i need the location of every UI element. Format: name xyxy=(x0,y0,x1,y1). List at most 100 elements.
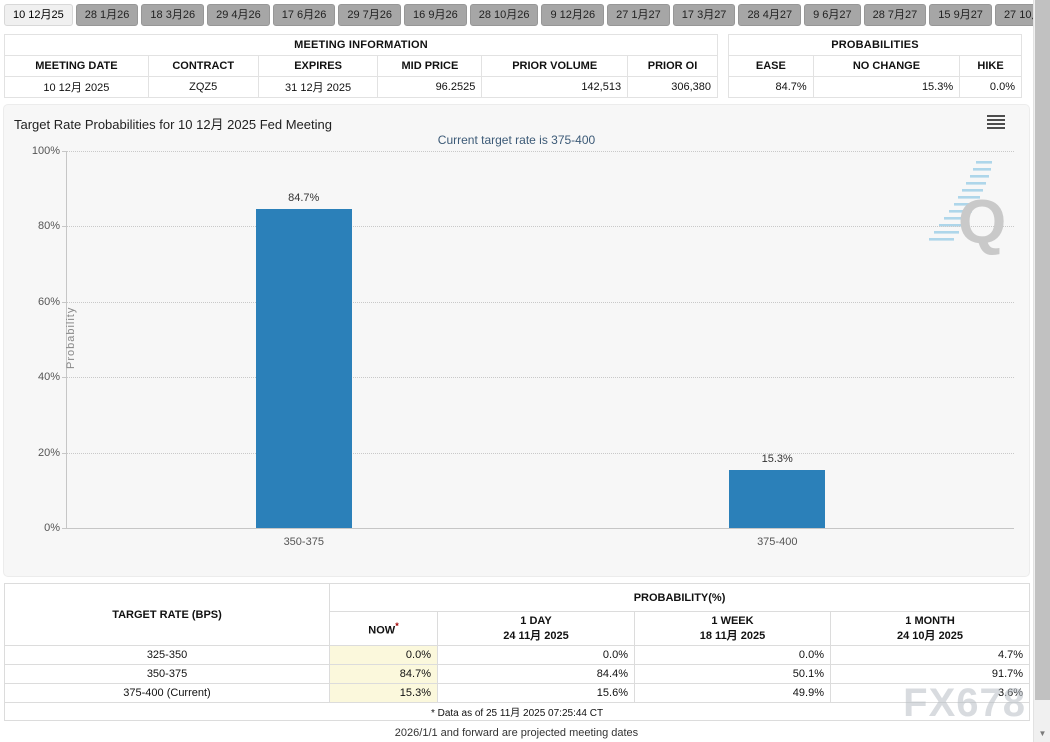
header-1-month: 1 MONTH 24 10月 2025 xyxy=(829,611,1031,646)
probability-cell: 15.3% xyxy=(329,683,438,703)
tab-meeting-3[interactable]: 29 4月26 xyxy=(207,4,270,26)
y-tick-label: 60% xyxy=(37,295,60,308)
col-ease: EASE xyxy=(728,55,814,77)
tab-meeting-14[interactable]: 15 9月27 xyxy=(929,4,992,26)
tab-meeting-0[interactable]: 10 12月25 xyxy=(4,4,73,26)
col-prior-oi: PRIOR OI xyxy=(627,55,718,77)
scrollbar-thumb[interactable] xyxy=(1035,0,1050,700)
y-tick-label: 80% xyxy=(37,220,60,233)
gridline xyxy=(67,452,1014,454)
mid-price-value: 96.2525 xyxy=(377,76,483,98)
tab-meeting-8[interactable]: 9 12月26 xyxy=(541,4,605,26)
tab-meeting-9[interactable]: 27 1月27 xyxy=(607,4,670,26)
projected-dates-note: 2026/1/1 and forward are projected meeti… xyxy=(394,727,639,739)
col-prior-volume: PRIOR VOLUME xyxy=(481,55,629,77)
quikstrike-logo-watermark: Q xyxy=(929,161,1006,257)
bar-350-375[interactable] xyxy=(255,208,352,528)
probability-cell: 0.0% xyxy=(437,645,635,665)
rate-probability-table: TARGET RATE (BPS) PROBABILITY(%) NOW* 1 … xyxy=(3,583,1031,721)
rate-row-350-375: 350-375 84.7% 84.4% 50.1% 91.7% xyxy=(4,664,1031,684)
col-contract: CONTRACT xyxy=(147,55,259,77)
col-mid-price: MID PRICE xyxy=(377,55,483,77)
prior-oi-value: 306,380 xyxy=(627,76,718,98)
prior-volume-value: 142,513 xyxy=(481,76,629,98)
header-target-rate: TARGET RATE (BPS) xyxy=(4,583,330,646)
rate-table-body: 325-350 0.0% 0.0% 0.0% 4.7% 350-375 84.7% 84.4%… xyxy=(4,645,1031,703)
header-now: NOW* xyxy=(329,611,438,646)
tab-meeting-11[interactable]: 28 4月27 xyxy=(738,4,802,26)
info-tables-row: MEETING INFORMATION MEETING DATE CONTRAC… xyxy=(4,34,1022,98)
target-rate-cell: 375-400 (Current) xyxy=(4,683,330,703)
target-rate-chart-panel: Target Rate Probabilities for 10 12月 202… xyxy=(3,104,1030,613)
meeting-tabs: 10 12月25 28 1月26 18 3月26 29 4月26 17 6月26 29 7… xyxy=(4,4,1050,28)
probability-cell: 0.0% xyxy=(634,645,831,665)
x-tick-label: 375-400 xyxy=(757,536,798,548)
rate-row-375-400 (Current): 375-400 (Current) 15.3% 15.6% 49.9% 3.6% xyxy=(4,683,1031,703)
probability-cell: 49.9% xyxy=(634,683,831,703)
scrollbar-down-arrow-icon[interactable]: ▼ xyxy=(1038,729,1047,738)
chart-subtitle: Current target rate is 375-400 xyxy=(437,133,596,147)
y-tick-mark xyxy=(62,377,67,379)
rate-row-325-350: 325-350 0.0% 0.0% 0.0% 4.7% xyxy=(4,645,1031,665)
col-expires: EXPIRES xyxy=(257,55,379,77)
probability-cell: 91.7% xyxy=(829,664,1031,684)
probability-cell: 84.7% xyxy=(329,664,438,684)
chart-title: Target Rate Probabilities for 10 12月 202… xyxy=(14,117,332,132)
probability-cell: 4.7% xyxy=(829,645,1031,665)
meeting-info-table: MEETING INFORMATION MEETING DATE CONTRAC… xyxy=(4,34,718,98)
probability-cell: 84.4% xyxy=(437,664,635,684)
y-axis-title: Probability xyxy=(65,306,77,369)
header-1-week: 1 WEEK 18 11月 2025 xyxy=(634,611,831,646)
meeting-info-header-row: MEETING DATE CONTRACT EXPIRES MID PRICE … xyxy=(4,55,718,77)
header-probability-group: PROBABILITY(%) xyxy=(328,583,1031,612)
expires-value: 31 12月 2025 xyxy=(257,76,379,98)
col-no-change: NO CHANGE xyxy=(812,55,961,77)
probabilities-table: PROBABILITIES EASE NO CHANGE HIKE 84.7% … xyxy=(728,34,1022,98)
bar-value-label: 84.7% xyxy=(288,191,320,204)
meeting-info-value-row: 10 12月 2025 ZQZ5 31 12月 2025 96.2525 142… xyxy=(4,76,718,98)
header-1-day: 1 DAY 24 11月 2025 xyxy=(437,611,635,646)
probability-cell: 50.1% xyxy=(634,664,831,684)
y-tick-mark xyxy=(62,226,67,228)
tab-meeting-2[interactable]: 18 3月26 xyxy=(141,4,205,26)
vertical-scrollbar[interactable]: ▼ xyxy=(1033,0,1050,742)
y-tick-label: 40% xyxy=(37,371,60,384)
y-tick-mark xyxy=(62,151,67,152)
probability-cell: 15.6% xyxy=(437,683,635,703)
meeting-info-title: MEETING INFORMATION xyxy=(4,34,718,56)
chart-menu-hamburger-icon[interactable] xyxy=(987,115,1005,130)
bar-375-400[interactable] xyxy=(729,470,826,528)
tab-meeting-7[interactable]: 28 10月26 xyxy=(469,4,539,26)
probabilities-value-row: 84.7% 15.3% 0.0% xyxy=(728,76,1022,98)
contract-value: ZQZ5 xyxy=(147,76,259,98)
target-rate-cell: 350-375 xyxy=(4,664,330,684)
q-letter: Q xyxy=(958,188,1006,257)
x-tick-label: 350-375 xyxy=(283,536,324,548)
col-hike: HIKE xyxy=(959,55,1022,77)
target-rate-cell: 325-350 xyxy=(4,645,330,665)
y-tick-label: 20% xyxy=(37,446,60,459)
meeting-date-value: 10 12月 2025 xyxy=(4,76,149,98)
tab-meeting-6[interactable]: 16 9月26 xyxy=(404,4,467,26)
y-tick-mark xyxy=(62,452,67,454)
hike-value: 0.0% xyxy=(959,76,1022,98)
tab-meeting-1[interactable]: 28 1月26 xyxy=(75,4,139,26)
fx678-watermark: FX678 xyxy=(903,681,1026,725)
ease-value: 84.7% xyxy=(728,76,814,98)
probabilities-title: PROBABILITIES xyxy=(728,34,1022,56)
gridline xyxy=(67,301,1014,303)
tab-meeting-13[interactable]: 28 7月27 xyxy=(863,4,927,26)
y-tick-label: 100% xyxy=(31,145,60,157)
tab-meeting-12[interactable]: 9 6月27 xyxy=(804,4,861,26)
no-change-value: 15.3% xyxy=(812,76,961,98)
probability-cell: 0.0% xyxy=(329,645,438,665)
tab-meeting-4[interactable]: 17 6月26 xyxy=(272,4,336,26)
y-tick-mark xyxy=(62,301,67,303)
gridline xyxy=(67,226,1014,228)
tab-meeting-10[interactable]: 17 3月27 xyxy=(672,4,736,26)
probabilities-header-row: EASE NO CHANGE HIKE xyxy=(728,55,1022,77)
data-as-of-footnote: * Data as of 25 11月 2025 07:25:44 CT xyxy=(3,702,1031,721)
tab-meeting-5[interactable]: 29 7月26 xyxy=(338,4,402,26)
y-tick-mark xyxy=(62,528,67,529)
